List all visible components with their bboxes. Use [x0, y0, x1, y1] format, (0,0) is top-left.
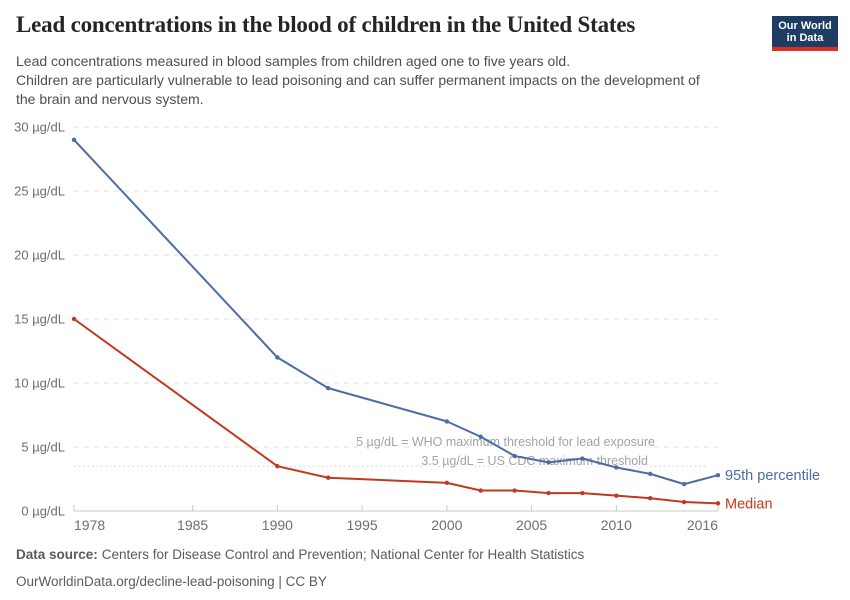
logo-red-bar	[772, 47, 838, 51]
footer-link[interactable]: OurWorldinData.org/decline-lead-poisonin…	[16, 574, 327, 589]
logo-line1: Our World	[778, 20, 832, 32]
y-axis-label-15: 15 µg/dL	[14, 312, 65, 327]
point-median-1990[interactable]	[275, 464, 280, 469]
point-95th-percentile-2014[interactable]	[681, 481, 687, 487]
subtitle-line-3: the brain and nervous system.	[16, 91, 204, 107]
point-median-2006[interactable]	[546, 490, 551, 496]
point-median-2016[interactable]	[715, 501, 721, 506]
x-axis-label-1978: 1978	[74, 517, 105, 533]
chart-title: Lead concentrations in the blood of chil…	[16, 12, 636, 37]
y-axis-label-0: 0 µg/dL	[21, 504, 65, 519]
x-axis-label-2016: 2016	[687, 517, 718, 533]
y-axis-label-10: 10 µg/dL	[14, 376, 65, 391]
point-95th-percentile-1990[interactable]	[275, 355, 280, 360]
y-axis-label-20: 20 µg/dL	[14, 248, 65, 263]
line-95th-percentile[interactable]	[73, 138, 719, 486]
point-median-2012[interactable]	[648, 496, 653, 501]
logo-line2: in Data	[786, 32, 824, 44]
point-95th-percentile-2008[interactable]	[580, 456, 585, 461]
subtitle-line-2: Children are particularly vulnerable to …	[16, 72, 700, 88]
owid-logo-text: Our World in Data	[772, 16, 838, 47]
point-median-2008[interactable]	[580, 490, 585, 496]
point-median-1978[interactable]	[71, 316, 77, 322]
x-axis-label-2000: 2000	[431, 517, 462, 533]
point-95th-percentile-2000[interactable]	[444, 419, 450, 424]
x-axis-label-1985: 1985	[177, 517, 208, 533]
point-95th-percentile-2010[interactable]	[614, 465, 619, 470]
chart-subtitle: Lead concentrations measured in blood sa…	[16, 52, 761, 109]
annotation-5: 5 µg/dL = WHO maximum threshold for lead…	[356, 435, 655, 449]
line-median[interactable]	[73, 318, 719, 505]
point-median-2010[interactable]	[614, 493, 619, 498]
point-median-2004[interactable]	[512, 488, 517, 493]
y-axis-label-30: 30 µg/dL	[14, 120, 65, 135]
point-median-2014[interactable]	[681, 499, 687, 505]
data-source-label: Data source:	[16, 547, 98, 562]
data-source-line: Data source: Centers for Disease Control …	[16, 541, 816, 568]
point-95th-percentile-2004[interactable]	[512, 453, 517, 459]
x-axis-label-2005: 2005	[516, 517, 547, 533]
data-source-text: Centers for Disease Control and Preventi…	[101, 547, 585, 562]
series-label-median: Median	[725, 496, 773, 512]
chart-footer: Data source: Centers for Disease Control …	[16, 541, 816, 595]
x-axis-label-1990: 1990	[262, 517, 293, 533]
point-95th-percentile-1978[interactable]	[71, 137, 77, 142]
annotation-3.5: 3.5 µg/dL = US CDC maximum threshold	[421, 454, 648, 468]
point-95th-percentile-2016[interactable]	[715, 472, 721, 478]
point-95th-percentile-2012[interactable]	[648, 471, 653, 477]
point-95th-percentile-2002[interactable]	[478, 434, 483, 439]
series-label-95th-percentile: 95th percentile	[725, 468, 820, 484]
footer-link-line: OurWorldinData.org/decline-lead-poisonin…	[16, 568, 816, 595]
point-median-2002[interactable]	[478, 488, 483, 493]
y-axis-label-5: 5 µg/dL	[21, 440, 65, 455]
owid-logo[interactable]: Our World in Data	[772, 16, 838, 51]
x-axis-label-1995: 1995	[347, 517, 378, 533]
point-median-2000[interactable]	[444, 480, 450, 486]
x-axis-label-2010: 2010	[601, 517, 632, 533]
point-95th-percentile-2006[interactable]	[546, 460, 551, 465]
point-95th-percentile-1993[interactable]	[326, 385, 331, 391]
y-axis-label-25: 25 µg/dL	[14, 184, 65, 199]
subtitle-line-1: Lead concentrations measured in blood sa…	[16, 53, 571, 69]
point-median-1993[interactable]	[326, 475, 331, 480]
